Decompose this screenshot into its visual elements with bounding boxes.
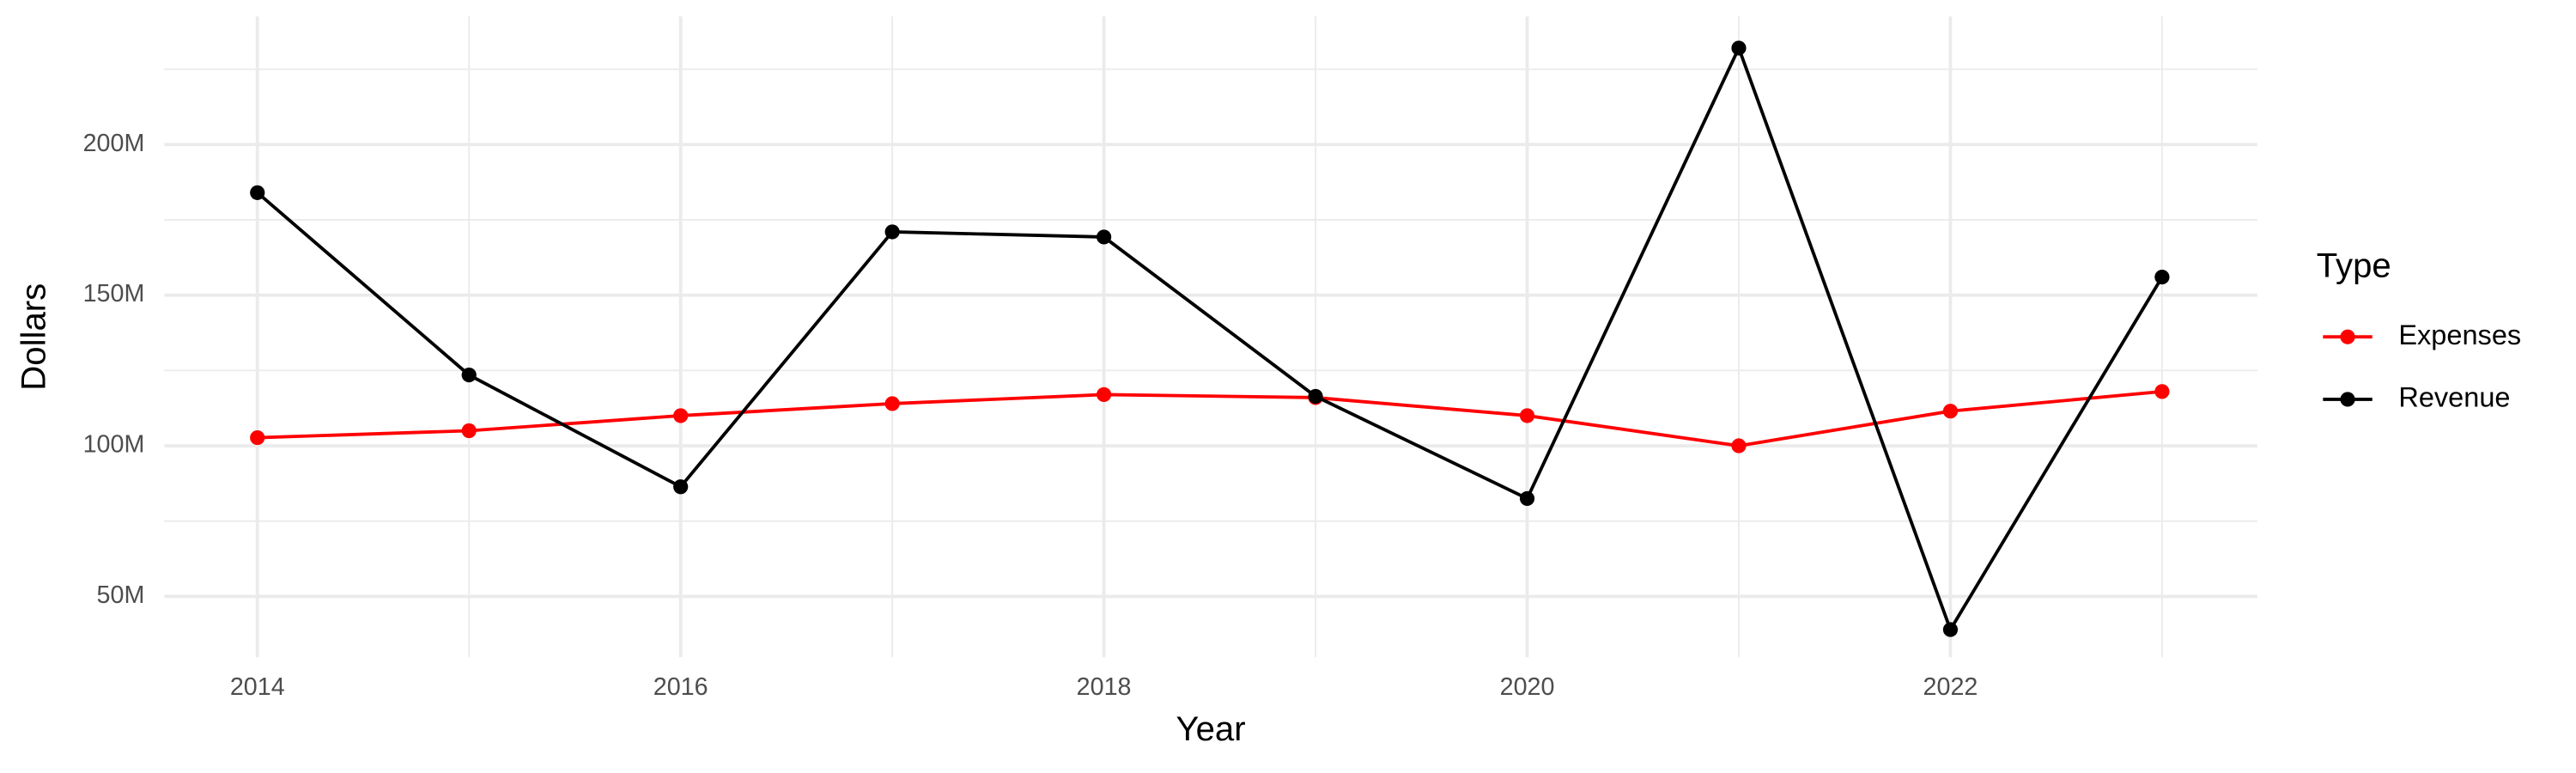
series-line	[256, 43, 2164, 634]
x-tick-label: 2014	[230, 673, 285, 701]
series-line	[257, 389, 2163, 447]
y-tick-label: 100M	[83, 431, 145, 459]
data-point	[461, 423, 477, 439]
x-tick-label: 2016	[653, 673, 708, 701]
legend-marker	[2340, 392, 2355, 407]
data-point	[2154, 384, 2170, 399]
x-axis-title: Year	[1176, 709, 1246, 748]
data-point	[1097, 386, 1112, 403]
x-tick-label: 2022	[1923, 673, 1978, 701]
data-point	[1097, 229, 1112, 245]
legend-marker	[2340, 329, 2355, 344]
x-tick-label: 2020	[1500, 673, 1555, 701]
data-point	[884, 396, 900, 411]
data-point	[1731, 40, 1747, 56]
data-point	[673, 479, 689, 495]
data-point	[673, 408, 689, 423]
data-point	[250, 429, 265, 446]
legend-label: Expenses	[2398, 320, 2521, 350]
data-point	[461, 367, 477, 383]
data-point	[1942, 622, 1959, 637]
data-point	[1519, 408, 1535, 423]
y-axis-title: Dollars	[15, 283, 53, 391]
data-point	[884, 224, 900, 240]
data-point	[1519, 490, 1535, 507]
y-tick-label: 150M	[83, 280, 145, 307]
data-point	[250, 185, 265, 200]
legend-title: Type	[2317, 246, 2391, 284]
data-point	[2154, 269, 2170, 285]
legend-label: Revenue	[2398, 382, 2510, 413]
y-tick-label: 200M	[83, 130, 145, 157]
data-point	[1731, 438, 1747, 453]
data-point	[1942, 404, 1959, 419]
data-point	[1308, 388, 1323, 405]
x-tick-label: 2018	[1077, 673, 1132, 701]
y-tick-label: 50M	[97, 581, 145, 609]
